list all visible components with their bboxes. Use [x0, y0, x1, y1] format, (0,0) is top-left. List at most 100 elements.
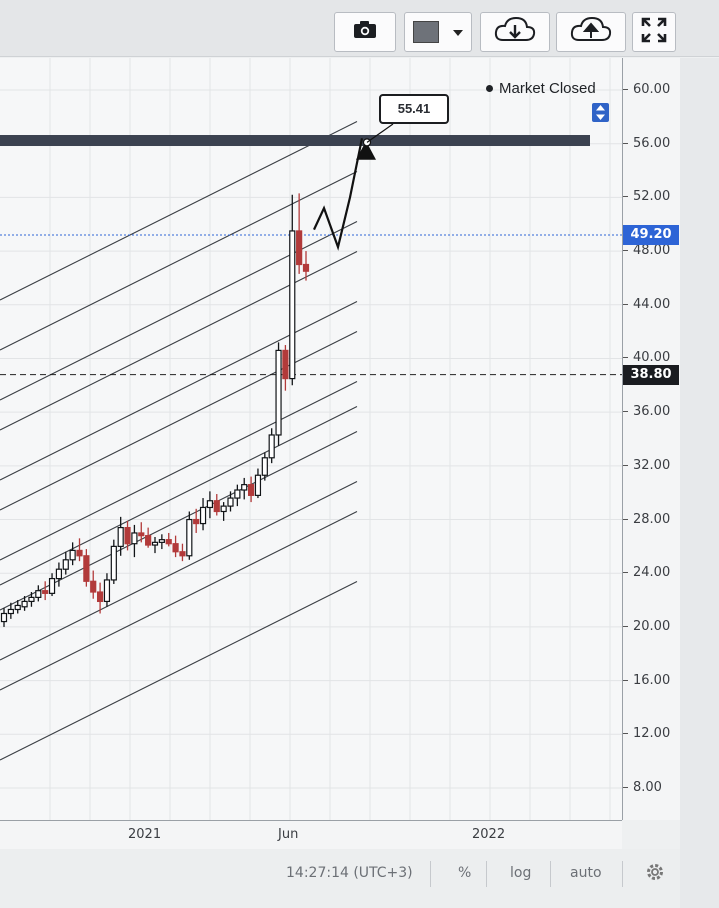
channel-line: [0, 481, 358, 661]
channel-line: [0, 511, 358, 691]
price-tick: 24.00: [622, 565, 671, 581]
price-tick: 12.00: [622, 726, 671, 742]
candle-body: [254, 474, 262, 496]
price-tick: 28.00: [622, 511, 671, 527]
time-tick-jun: Jun: [278, 827, 299, 842]
candle-body: [83, 555, 90, 582]
market-status-label: Market Closed: [499, 80, 596, 97]
candle-body: [42, 590, 49, 594]
price-tick: 16.00: [622, 672, 671, 688]
divider: [486, 861, 487, 887]
candle-body: [296, 230, 303, 266]
candle-body: [227, 497, 234, 507]
candle-body: [179, 551, 186, 557]
price-tick: 20.00: [622, 618, 671, 634]
clock: 14:27:14 (UTC+3): [286, 865, 413, 881]
marker-price-label: 38.80: [623, 364, 679, 385]
auto-toggle[interactable]: auto: [570, 865, 602, 881]
candle-body: [261, 457, 268, 476]
bottom-bar: 14:27:14 (UTC+3) % log auto: [0, 849, 680, 908]
price-tick: 52.00: [622, 189, 671, 205]
scale-toggle-button[interactable]: [592, 103, 609, 122]
price-tick: 32.00: [622, 457, 671, 473]
candle-body: [172, 543, 179, 553]
screenshot-button[interactable]: [334, 12, 396, 52]
price-tick: 48.00: [622, 243, 671, 259]
color-swatch-icon: [413, 21, 439, 43]
window-edge: [680, 58, 719, 908]
market-status: Market Closed: [486, 80, 596, 97]
candle-body: [193, 518, 200, 525]
fullscreen-button[interactable]: [632, 12, 676, 52]
candle-body: [138, 532, 145, 537]
cloud-download-icon: [493, 16, 537, 49]
candle-body: [124, 526, 131, 545]
candle-body: [35, 590, 42, 598]
resistance-band: [0, 135, 590, 147]
candle-body: [199, 506, 207, 525]
channel-line: [0, 331, 358, 511]
price-tick: 8.00: [623, 780, 662, 795]
candle-body: [7, 608, 14, 615]
candle-body: [110, 545, 117, 581]
candle-body: [234, 489, 241, 499]
candle-body: [165, 539, 172, 545]
candle-body: [28, 596, 35, 603]
candle-body: [103, 579, 111, 603]
color-picker-button[interactable]: [404, 12, 472, 52]
fullscreen-icon: [641, 17, 667, 48]
candle-body: [55, 568, 63, 580]
channel-line: [0, 251, 358, 431]
channel-line: [0, 381, 358, 561]
candle-body: [275, 349, 282, 436]
save-chart-button[interactable]: [556, 12, 626, 52]
candle-body: [131, 532, 138, 545]
channel-line: [0, 581, 358, 761]
candle-body: [302, 263, 310, 272]
candle-body: [186, 518, 193, 557]
price-axis[interactable]: 60.00 56.00 52.00 48.00 44.00 40.00 36.00 32.00…: [622, 58, 681, 820]
price-tick: 36.00: [622, 404, 671, 420]
current-price-label: 49.20: [623, 224, 679, 245]
channel-line: [0, 406, 358, 586]
candle-body: [14, 604, 21, 611]
price-tick: 60.00: [622, 82, 671, 97]
price-chart[interactable]: [0, 58, 622, 820]
candle-body: [213, 500, 220, 513]
load-chart-button[interactable]: [480, 12, 550, 52]
divider: [622, 861, 623, 887]
channel-line: [0, 221, 358, 401]
up-down-arrows-icon: [592, 105, 609, 126]
candle-body: [90, 580, 97, 593]
time-axis[interactable]: 2021 Jun 2022: [0, 820, 622, 849]
candle-body: [247, 484, 255, 496]
candle-body: [220, 505, 227, 513]
price-tick: 56.00: [622, 135, 671, 151]
log-toggle[interactable]: log: [510, 865, 532, 881]
time-tick-2021: 2021: [128, 827, 162, 842]
divider: [550, 861, 551, 887]
candle-body: [96, 591, 104, 603]
status-dot-icon: [486, 85, 493, 92]
settings-gear-icon[interactable]: [644, 861, 666, 887]
price-callout[interactable]: 55.41: [379, 94, 449, 124]
chevron-down-icon: [453, 23, 463, 41]
time-tick-2022: 2022: [472, 827, 506, 842]
camera-icon: [352, 20, 378, 45]
price-tick: 44.00: [622, 296, 671, 312]
percent-toggle[interactable]: %: [458, 865, 472, 881]
candle-body: [151, 541, 159, 546]
chart-area[interactable]: [0, 58, 622, 820]
cloud-upload-icon: [569, 16, 613, 49]
candle-body: [268, 434, 275, 459]
candle-body: [117, 526, 124, 547]
candle-body: [241, 484, 248, 491]
channel-line: [0, 301, 358, 481]
projection-arrow-icon: [356, 141, 376, 160]
price-tick: 40.00: [622, 350, 671, 366]
candle-body: [0, 612, 8, 623]
candle-body: [69, 549, 76, 561]
candle-body: [76, 549, 83, 557]
projection-path: [313, 138, 364, 251]
channel-line: [0, 171, 358, 351]
